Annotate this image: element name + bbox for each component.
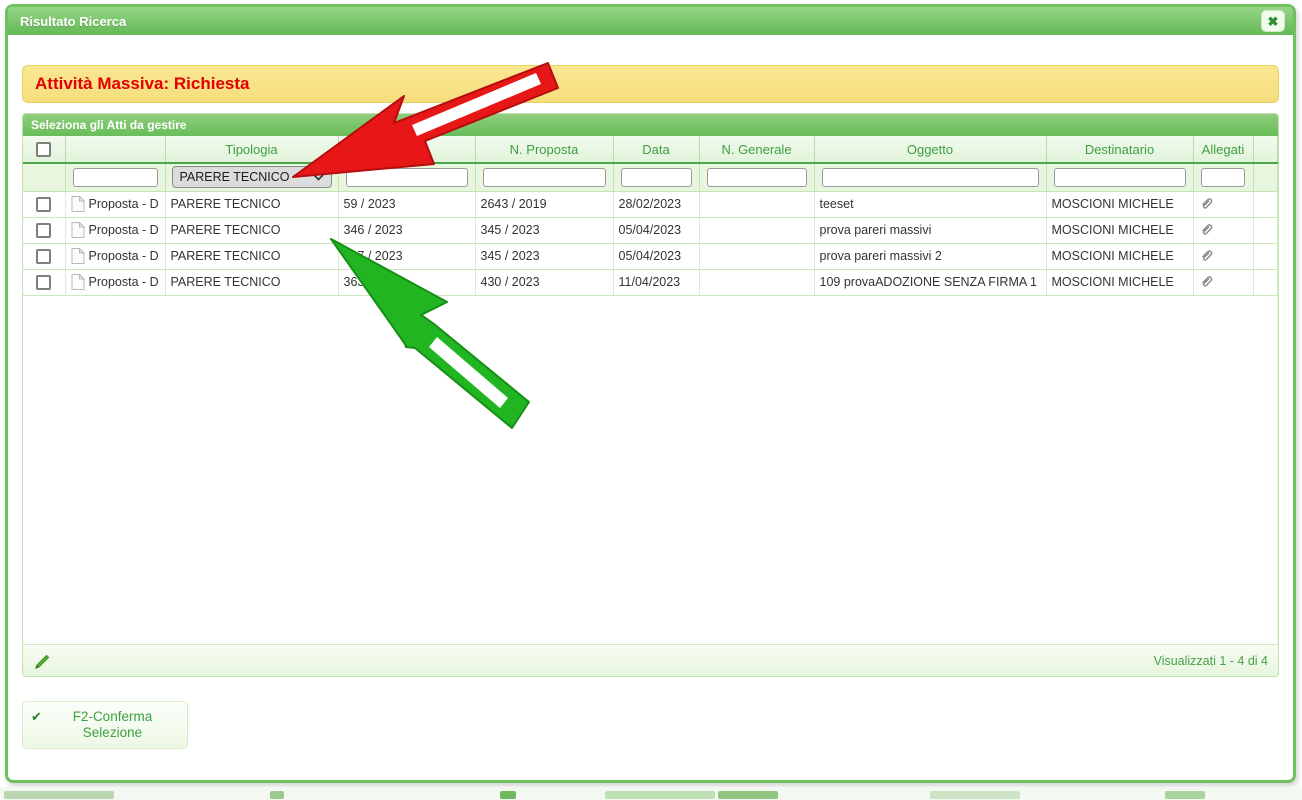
chevron-down-icon xyxy=(312,174,324,181)
cell-oggetto: prova pareri massivi 2 xyxy=(814,243,1047,270)
confirm-label-line2: Selezione xyxy=(82,725,143,740)
numero-filter-input[interactable] xyxy=(345,167,468,187)
close-icon: ✖ xyxy=(1267,13,1279,29)
col-header-filler xyxy=(1253,136,1278,164)
doc-type-label: Proposta - D xyxy=(88,197,159,211)
doc-filter-input[interactable] xyxy=(72,167,158,187)
search-result-dialog: Risultato Ricerca ✖ Attività Massiva: Ri… xyxy=(5,4,1296,783)
results-table: Tipologia Numero N. Proposta Data N. Gen… xyxy=(23,136,1278,296)
cell-data: 05/04/2023 xyxy=(613,217,700,244)
cell-destinatario: MOSCIONI MICHELE xyxy=(1046,269,1194,296)
col-header-numero: Numero xyxy=(338,136,476,164)
confirm-label-line1: F2-Conferma xyxy=(72,709,153,724)
pencil-icon[interactable] xyxy=(33,652,51,670)
document-icon xyxy=(71,222,85,238)
tipologia-selected-value: PARERE TECNICO xyxy=(179,170,290,185)
cell-destinatario: MOSCIONI MICHELE xyxy=(1046,217,1194,244)
cell-n-generale xyxy=(699,217,815,244)
paperclip-icon[interactable] xyxy=(1199,247,1215,263)
cell-oggetto: teeset xyxy=(814,191,1047,218)
paperclip-icon[interactable] xyxy=(1199,221,1215,237)
cell-n-proposta: 430 / 2023 xyxy=(475,269,614,296)
col-header-data: Data xyxy=(613,136,700,164)
doc-header-cell xyxy=(65,136,166,164)
table-row[interactable]: Proposta - D PARERE TECNICO 346 / 2023 3… xyxy=(23,217,1278,244)
table-row[interactable]: Proposta - D PARERE TECNICO 59 / 2023 26… xyxy=(23,191,1278,218)
document-icon xyxy=(71,274,85,290)
doc-type-label: Proposta - D xyxy=(88,249,159,263)
background-page-strip xyxy=(0,787,1302,800)
close-button[interactable]: ✖ xyxy=(1261,10,1285,32)
document-icon xyxy=(71,248,85,264)
col-header-allegati: Allegati xyxy=(1193,136,1254,164)
cell-tipologia: PARERE TECNICO xyxy=(165,217,339,244)
cell-tipologia: PARERE TECNICO xyxy=(165,269,339,296)
cell-tipologia: PARERE TECNICO xyxy=(165,191,339,218)
col-header-destinatario: Destinatario xyxy=(1046,136,1194,164)
table-row[interactable]: Proposta - D PARERE TECNICO 363 / 2023 4… xyxy=(23,269,1278,296)
filter-row: PARERE TECNICO xyxy=(23,163,1278,192)
paperclip-icon[interactable] xyxy=(1199,195,1215,211)
cell-numero: 347 / 2023 xyxy=(338,243,476,270)
cell-numero: 346 / 2023 xyxy=(338,217,476,244)
cell-n-proposta: 2643 / 2019 xyxy=(475,191,614,218)
cell-destinatario: MOSCIONI MICHELE xyxy=(1046,191,1194,218)
cell-n-proposta: 345 / 2023 xyxy=(475,217,614,244)
cell-n-proposta: 345 / 2023 xyxy=(475,243,614,270)
row-checkbox[interactable] xyxy=(36,274,52,290)
grid-footer: Visualizzati 1 - 4 di 4 xyxy=(23,644,1278,676)
table-header-row: Tipologia Numero N. Proposta Data N. Gen… xyxy=(23,136,1278,164)
doc-type-label: Proposta - D xyxy=(88,275,159,289)
filter-check-cell xyxy=(23,163,66,192)
banner-title: Attività Massiva: Richiesta xyxy=(35,74,250,93)
select-all-header-cell xyxy=(23,136,66,164)
pagination-status: Visualizzati 1 - 4 di 4 xyxy=(1153,653,1268,668)
row-checkbox[interactable] xyxy=(36,222,52,238)
n-proposta-filter-input[interactable] xyxy=(482,167,606,187)
cell-n-generale xyxy=(699,191,815,218)
cell-destinatario: MOSCIONI MICHELE xyxy=(1046,243,1194,270)
cell-n-generale xyxy=(699,243,815,270)
cell-oggetto: 109 provaADOZIONE SENZA FIRMA 1 xyxy=(814,269,1047,296)
cell-numero: 59 / 2023 xyxy=(338,191,476,218)
col-header-n-generale: N. Generale xyxy=(699,136,815,164)
cell-oggetto: prova pareri massivi xyxy=(814,217,1047,244)
cell-numero: 363 / 2023 xyxy=(338,269,476,296)
dialog-titlebar: Risultato Ricerca ✖ xyxy=(8,7,1293,35)
cell-tipologia: PARERE TECNICO xyxy=(165,243,339,270)
cell-data: 05/04/2023 xyxy=(613,243,700,270)
col-header-n-proposta: N. Proposta xyxy=(475,136,614,164)
activity-banner: Attività Massiva: Richiesta xyxy=(22,65,1279,103)
dialog-title: Risultato Ricerca xyxy=(20,13,127,29)
check-icon: ✔ xyxy=(31,709,42,724)
confirm-button-label: F2-Conferma Selezione xyxy=(46,709,179,741)
confirm-selection-button[interactable]: ✔ F2-Conferma Selezione xyxy=(22,701,188,749)
oggetto-filter-input[interactable] xyxy=(821,167,1039,187)
table-row[interactable]: Proposta - D PARERE TECNICO 347 / 2023 3… xyxy=(23,243,1278,270)
n-generale-filter-input[interactable] xyxy=(706,167,807,187)
select-all-checkbox[interactable] xyxy=(36,142,52,158)
grid-empty-area xyxy=(23,295,1278,644)
data-filter-input[interactable] xyxy=(620,167,692,187)
grid-section-title: Seleziona gli Atti da gestire xyxy=(23,114,1278,136)
document-icon xyxy=(71,196,85,212)
dialog-body: Attività Massiva: Richiesta Seleziona gl… xyxy=(8,65,1293,749)
row-checkbox[interactable] xyxy=(36,248,52,264)
tipologia-filter-select[interactable]: PARERE TECNICO xyxy=(171,166,332,189)
row-checkbox[interactable] xyxy=(36,196,52,212)
col-header-tipologia: Tipologia xyxy=(165,136,339,164)
destinatario-filter-input[interactable] xyxy=(1053,167,1186,187)
cell-data: 11/04/2023 xyxy=(613,269,700,296)
cell-data: 28/02/2023 xyxy=(613,191,700,218)
doc-type-label: Proposta - D xyxy=(88,223,159,237)
cell-n-generale xyxy=(699,269,815,296)
col-header-oggetto: Oggetto xyxy=(814,136,1047,164)
results-grid: Seleziona gli Atti da gestire Tipologia … xyxy=(22,113,1279,677)
allegati-filter-input[interactable] xyxy=(1201,167,1245,187)
paperclip-icon[interactable] xyxy=(1199,273,1215,289)
